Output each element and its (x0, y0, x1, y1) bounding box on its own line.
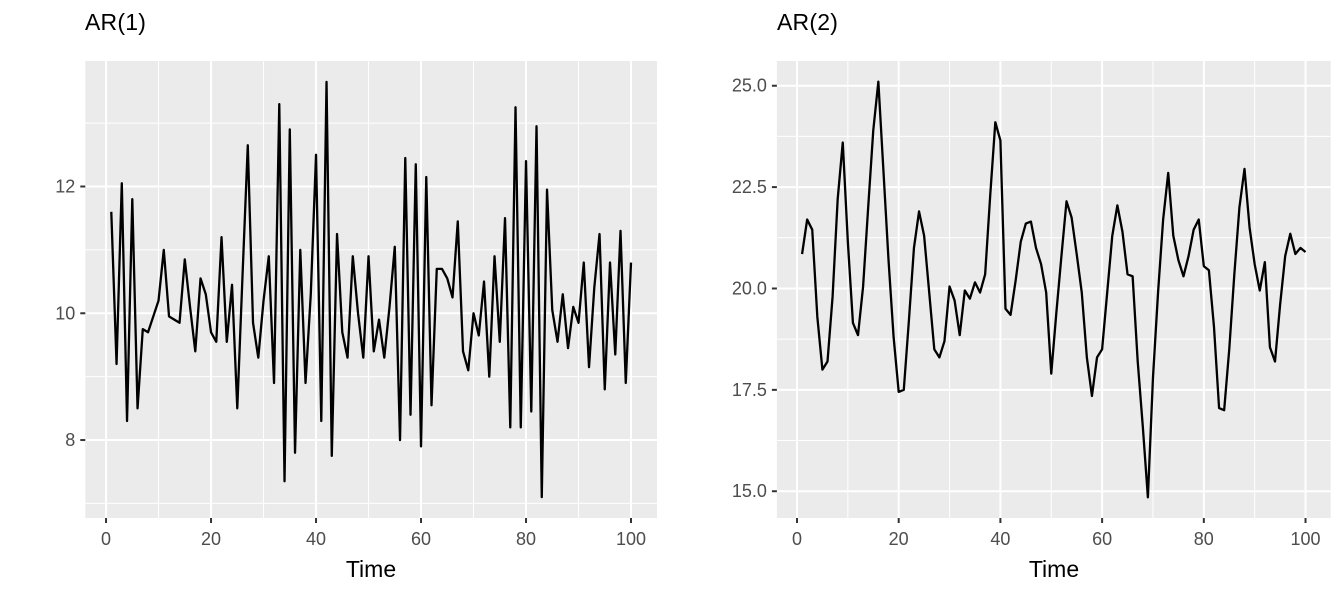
ar2-x-axis-title: Time (1028, 556, 1080, 582)
x-tick-label: 80 (1194, 529, 1214, 549)
ar2-figure: 0 20 40 60 80 100 15.0 17.5 20.0 22.5 25.0 AR(2) T… (672, 0, 1344, 604)
x-tick-label: 20 (201, 529, 221, 549)
ar1-plot-title: AR(1) (85, 9, 147, 35)
series-line (110, 80, 633, 499)
ar1-figure: 0 20 40 60 80 100 8 10 12 AR(1) Time (55, 9, 658, 582)
x-tick-label: 80 (516, 529, 536, 549)
x-tick-label: 60 (1092, 529, 1112, 549)
x-tick-label: 0 (101, 529, 111, 549)
y-tick-label: 17.5 (732, 380, 767, 400)
y-tick-label: 12 (55, 177, 75, 197)
x-tick-label: 40 (990, 529, 1010, 549)
x-tick-label: 40 (306, 529, 326, 549)
y-tick-label: 10 (55, 303, 75, 323)
ar1-x-axis-title: Time (345, 556, 397, 582)
y-tick-label: 15.0 (732, 481, 767, 501)
x-tick-label: 60 (411, 529, 431, 549)
y-tick-label: 22.5 (732, 177, 767, 197)
ar2-plot-area: 0 20 40 60 80 100 15.0 17.5 20.0 22.5 25.0 (732, 61, 1331, 549)
series-line (800, 80, 1307, 499)
y-tick-label: 20.0 (732, 278, 767, 298)
y-tick-label: 25.0 (732, 76, 767, 96)
ar1-plot-area: 0 20 40 60 80 100 8 10 12 (55, 61, 658, 549)
ar2-plot-title: AR(2) (777, 9, 839, 35)
x-tick-label: 20 (889, 529, 909, 549)
y-tick-label: 8 (65, 430, 75, 450)
x-tick-label: 100 (1291, 529, 1321, 549)
x-tick-label: 0 (792, 529, 802, 549)
panel-background (776, 61, 1331, 518)
x-tick-label: 100 (616, 529, 646, 549)
